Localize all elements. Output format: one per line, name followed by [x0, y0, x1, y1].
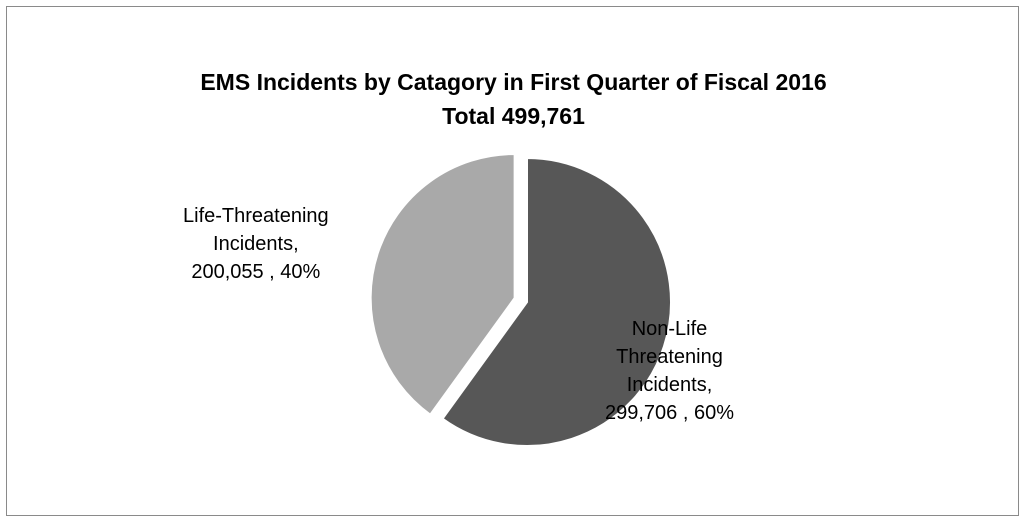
- pie-chart: [369, 152, 672, 447]
- data-label-non-life-threatening: Non-Life Threatening Incidents, 299,706 …: [605, 318, 734, 424]
- chart-area: EMS Incidents by Catagory in First Quart…: [6, 6, 1019, 516]
- chart-title: EMS Incidents by Catagory in First Quart…: [7, 65, 1020, 133]
- pie-slice-non-life-threatening: [441, 156, 672, 447]
- chart-subtitle-line: Total 499,761: [442, 103, 585, 129]
- chart-title-line: EMS Incidents by Catagory in First Quart…: [200, 69, 827, 95]
- data-label-life-threatening: Life-Threatening Incidents, 200,055 , 40…: [183, 205, 329, 283]
- pie-slice-life-threatening: [369, 152, 516, 417]
